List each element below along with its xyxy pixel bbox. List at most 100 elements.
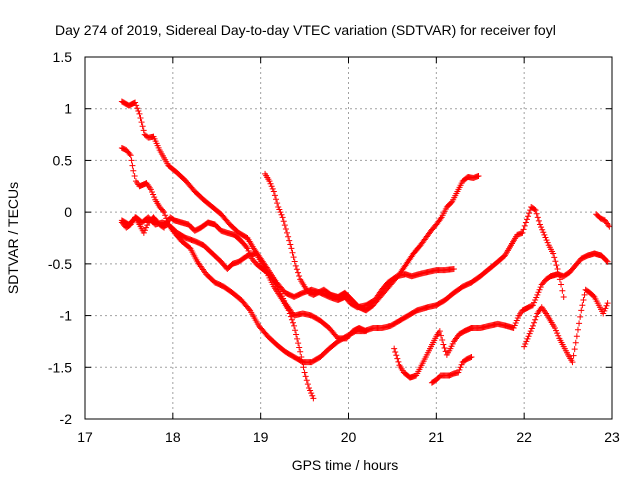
data-point	[455, 369, 462, 376]
data-point	[305, 384, 312, 391]
data-point	[275, 203, 282, 210]
data-point	[590, 292, 597, 299]
data-point	[277, 209, 284, 216]
data-point	[391, 345, 398, 352]
data-point	[468, 353, 475, 360]
data-point	[554, 266, 561, 273]
data-point	[130, 167, 137, 174]
data-point	[395, 358, 402, 365]
data-point	[296, 344, 303, 351]
y-tick-label: -1.5	[48, 359, 72, 375]
data-point	[280, 218, 287, 225]
data-point	[288, 316, 295, 323]
data-point	[137, 115, 144, 122]
x-tick-label: 22	[516, 429, 532, 445]
data-point	[278, 211, 285, 218]
data-point	[272, 280, 279, 287]
data-point	[441, 344, 448, 351]
x-axis-label: GPS time / hours	[292, 457, 399, 473]
data-point	[532, 316, 539, 323]
data-point	[528, 302, 535, 309]
data-point	[524, 335, 531, 342]
data-point	[535, 289, 542, 296]
data-point	[281, 222, 288, 229]
data-point	[533, 294, 540, 301]
data-point	[309, 392, 316, 399]
data-point	[291, 258, 298, 265]
data-point	[298, 353, 305, 360]
data-point	[291, 322, 298, 329]
data-point	[573, 333, 580, 340]
data-point	[307, 387, 314, 394]
data-point	[581, 291, 588, 298]
y-tick-label: -0.5	[48, 256, 72, 272]
data-point	[580, 297, 587, 304]
data-point	[539, 226, 546, 233]
y-tick-label: -2	[60, 411, 73, 427]
data-point	[243, 244, 250, 251]
y-tick-label: 0.5	[53, 152, 73, 168]
data-point	[528, 325, 535, 332]
data-point	[161, 209, 168, 216]
data-point	[457, 364, 464, 371]
data-point	[551, 324, 558, 331]
data-point	[527, 328, 534, 335]
data-point	[246, 306, 253, 313]
data-point	[520, 226, 527, 233]
data-point	[525, 333, 532, 340]
data-point	[467, 354, 474, 361]
data-point	[363, 328, 370, 335]
data-point	[303, 377, 310, 384]
x-tick-label: 17	[77, 429, 93, 445]
data-point	[244, 245, 251, 252]
y-axis-label: SDTVAR / TECUs	[5, 182, 21, 294]
data-point	[394, 355, 401, 362]
data-point	[282, 225, 289, 232]
data-point	[523, 338, 530, 345]
data-point	[553, 262, 560, 269]
series-track-2	[118, 145, 567, 366]
data-point	[522, 341, 529, 348]
data-point	[294, 269, 301, 276]
data-point	[286, 310, 293, 317]
data-point	[475, 172, 482, 179]
data-point	[270, 188, 277, 195]
data-point	[159, 207, 166, 214]
data-point	[542, 234, 549, 241]
data-point	[128, 157, 135, 164]
data-point	[287, 313, 294, 320]
data-point	[268, 183, 275, 190]
data-point	[438, 332, 445, 339]
data-point	[127, 152, 134, 159]
data-point	[531, 319, 538, 326]
data-point	[579, 302, 586, 309]
data-point	[133, 102, 140, 109]
data-point	[274, 200, 281, 207]
grid	[85, 57, 612, 419]
data-point	[540, 229, 547, 236]
data-point	[290, 254, 297, 261]
data-point	[569, 359, 576, 366]
data-point	[533, 313, 540, 320]
data-point	[393, 352, 400, 359]
chart-title: Day 274 of 2019, Sidereal Day-to-day VTE…	[55, 22, 556, 38]
data-point	[552, 258, 559, 265]
data-point	[293, 331, 300, 338]
y-tick-label: 1	[64, 101, 72, 117]
data-point	[531, 206, 538, 213]
data-point	[519, 229, 526, 236]
data-point	[525, 213, 532, 220]
data-point	[551, 254, 558, 261]
data-point	[392, 348, 399, 355]
data-point	[134, 105, 141, 112]
y-tick-label: 1.5	[53, 49, 73, 65]
data-point	[450, 266, 457, 273]
data-point	[600, 310, 607, 317]
data-point	[126, 150, 133, 157]
data-point	[543, 237, 550, 244]
data-point	[292, 262, 299, 269]
data-point	[296, 273, 303, 280]
data-point	[603, 257, 610, 264]
data-point	[143, 224, 150, 231]
